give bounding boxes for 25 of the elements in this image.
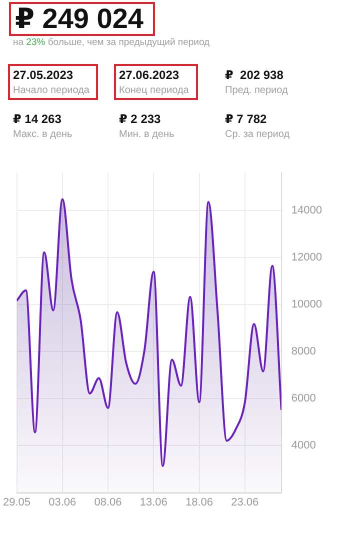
x-tick-label: 29.05 xyxy=(3,496,31,508)
x-tick-label: 18.06 xyxy=(186,496,214,508)
outline-frame: 27.05.2023 Начало периода xyxy=(8,64,98,100)
text: ₽ 202 938 xyxy=(225,68,284,82)
chart-subtitle: на 23% больше, чем за предыдущий период xyxy=(13,37,210,48)
outline-frame: ₽ 249 024 xyxy=(9,2,156,36)
text: Макс. в день xyxy=(13,129,72,140)
y-tick-label: 4000 xyxy=(291,440,316,452)
text: Мин. в день xyxy=(119,129,174,140)
x-tick-label: 13.06 xyxy=(140,496,168,508)
x-tick-label: 08.06 xyxy=(94,496,122,508)
y-tick-label: 8000 xyxy=(291,346,316,358)
text: Ср. за период xyxy=(225,129,290,140)
text: ₽ 14 263 xyxy=(13,112,62,126)
outline-frame: 27.06.2023 Конец периода xyxy=(114,64,198,100)
y-tick-label: 6000 xyxy=(291,392,316,405)
chart-title: ₽ 249 024 xyxy=(15,3,144,34)
y-tick-label: 10000 xyxy=(291,298,322,310)
text: Пред. период xyxy=(225,85,288,96)
text: ₽ 7 782 xyxy=(225,112,268,126)
y-tick-label: 12000 xyxy=(291,251,322,264)
y-tick-label: 14000 xyxy=(291,204,322,216)
x-tick-label: 23.06 xyxy=(231,496,259,508)
x-tick-label: 03.06 xyxy=(48,496,76,508)
text: ₽ 2 233 xyxy=(119,112,162,126)
